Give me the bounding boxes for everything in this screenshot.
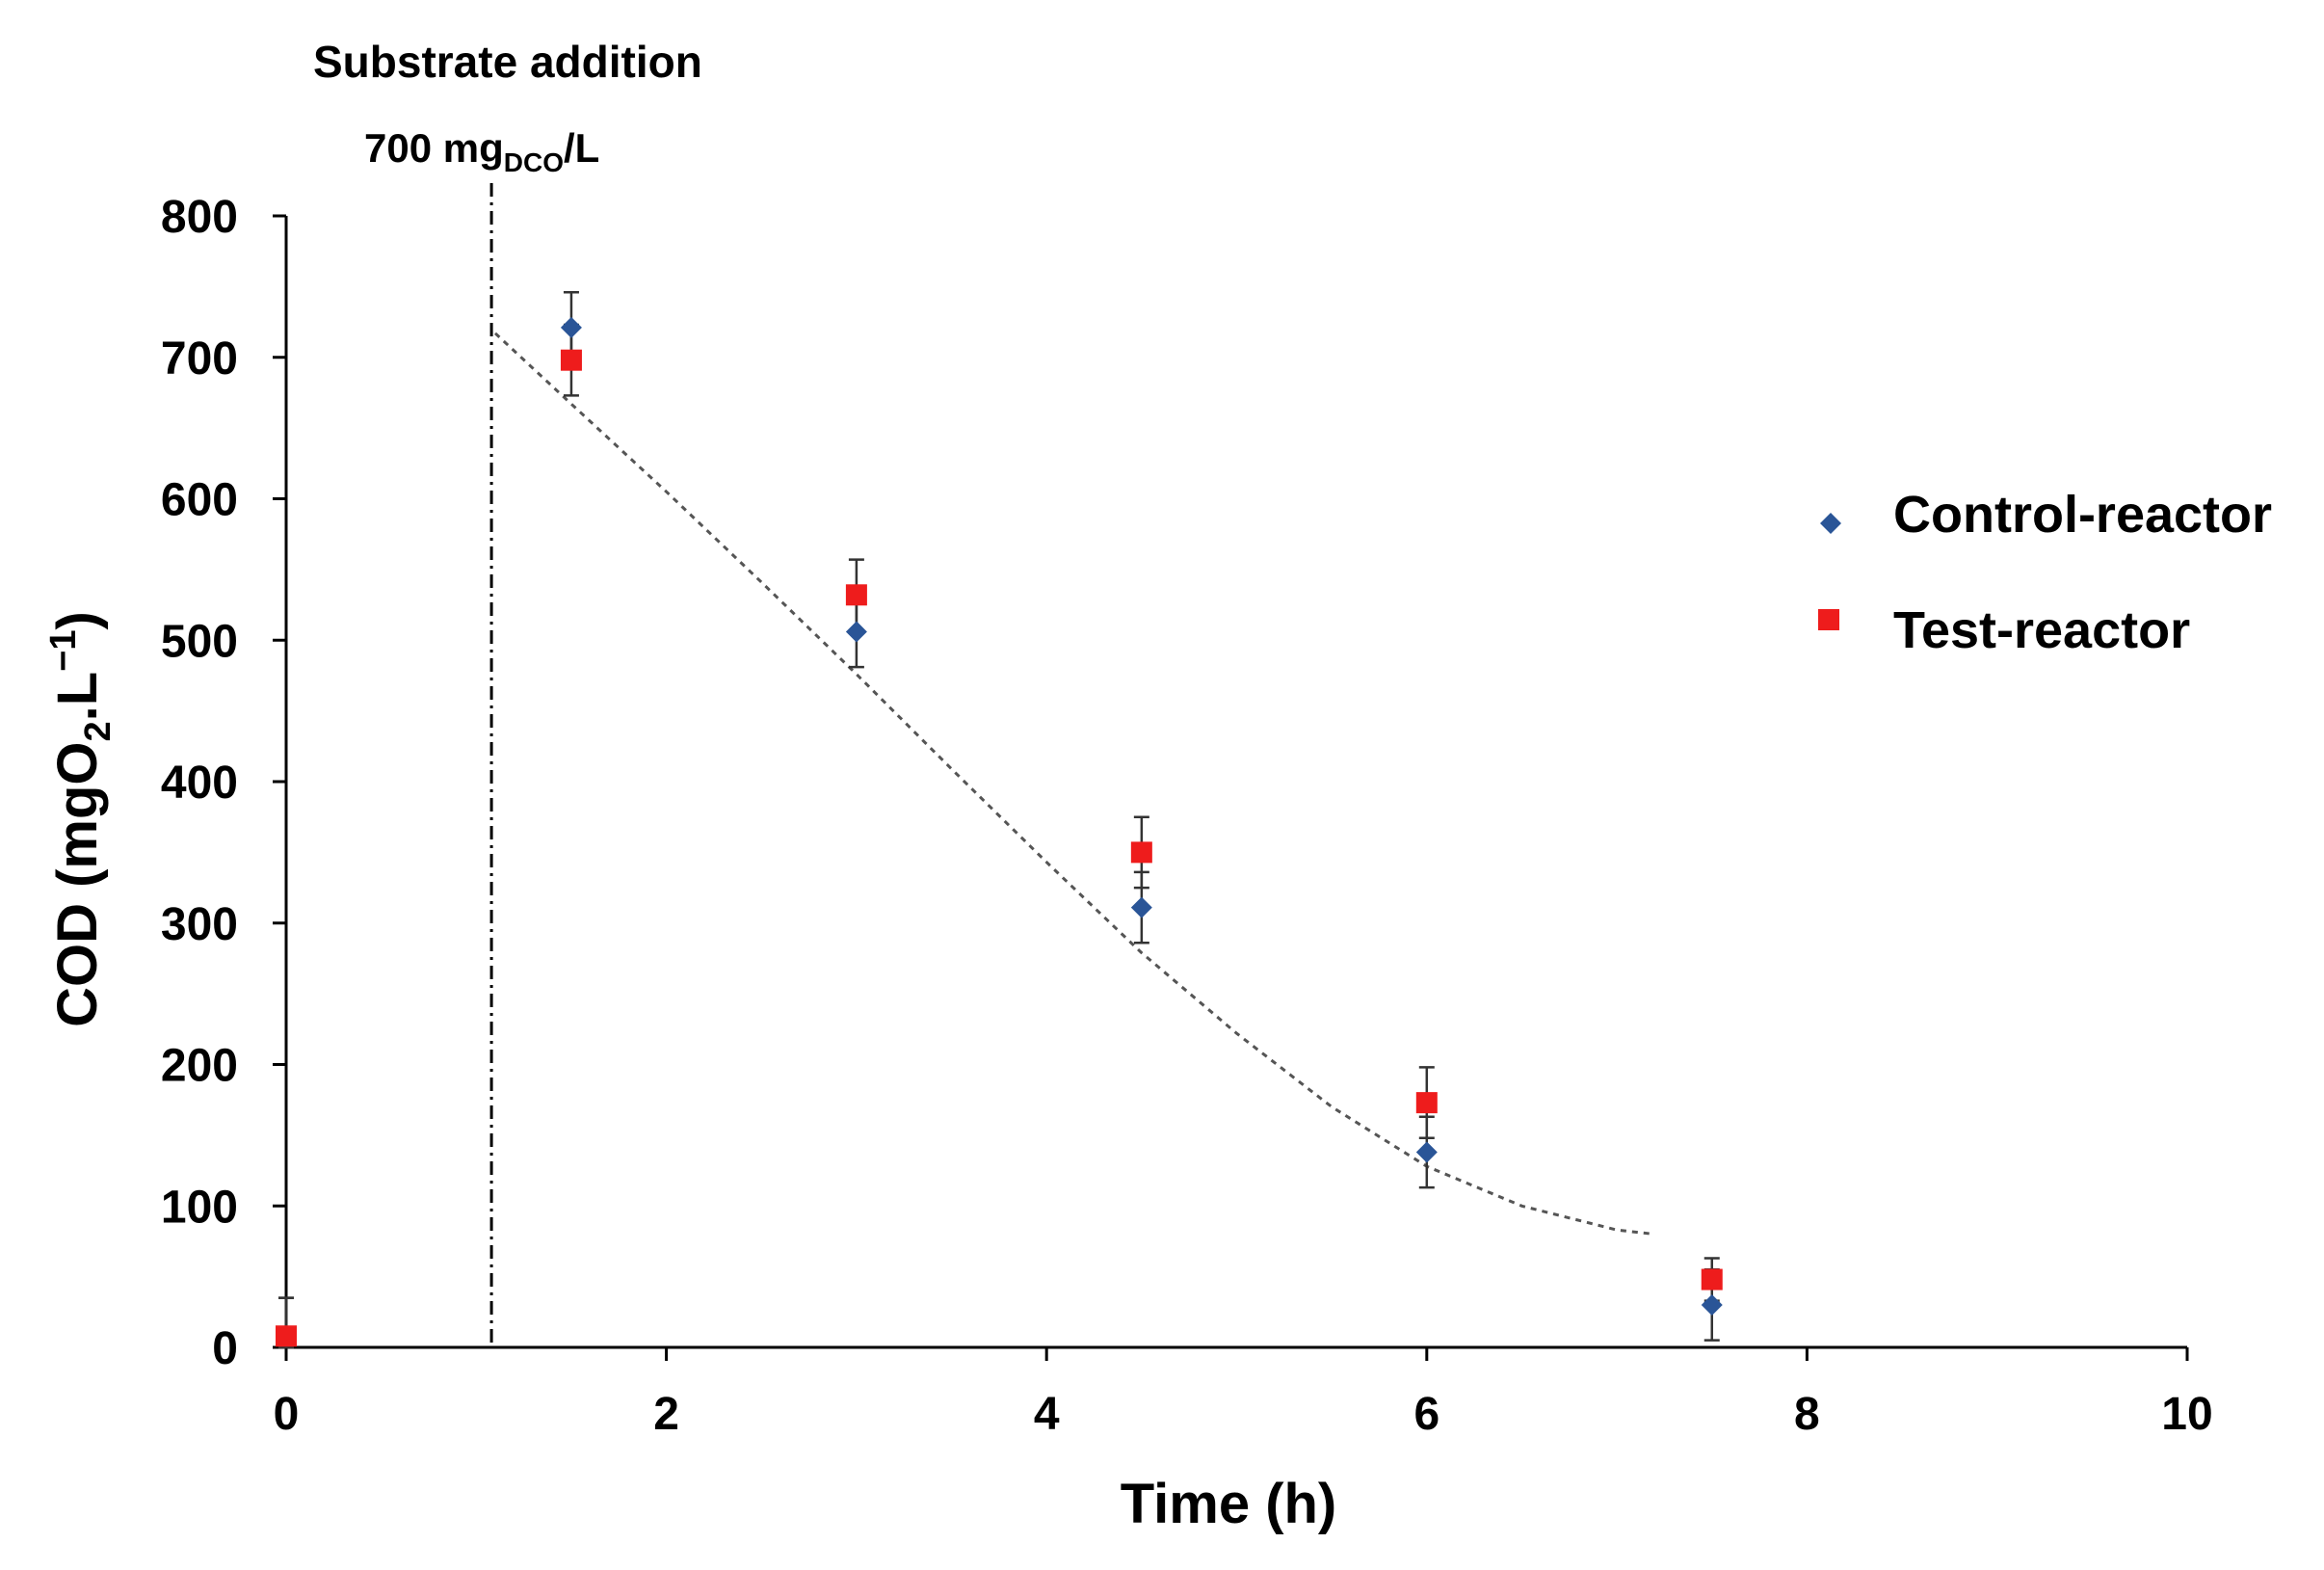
x-tick-label: 2: [653, 1389, 679, 1440]
annotation-dose-value: 700 mg: [364, 125, 504, 171]
y-tick-label: 600: [161, 475, 238, 526]
data-point-control: [560, 316, 582, 338]
y-axis-title-prefix: COD (mgO: [46, 741, 109, 1026]
annotation-dose: 700 mgDCO/L: [364, 125, 599, 177]
x-tick-label: 8: [1794, 1389, 1820, 1440]
data-point-test: [1415, 1092, 1438, 1114]
x-tick-label: 0: [274, 1389, 300, 1440]
y-tick-label: 300: [161, 899, 238, 950]
legend-label-test: Test-reactor: [1893, 601, 2190, 659]
y-axis-title: COD (mgO2.L−1): [43, 611, 119, 1027]
y-tick-label: 200: [161, 1041, 238, 1092]
y-tick-label: 800: [161, 192, 238, 243]
y-tick-label: 400: [161, 758, 238, 809]
legend-label-control: Control-reactor: [1893, 486, 2272, 544]
data-point-control: [845, 621, 867, 643]
x-tick-label: 10: [2161, 1389, 2212, 1440]
data-point-test: [1130, 841, 1152, 864]
data-point-test: [845, 584, 867, 606]
legend-marker-control: [1820, 513, 1841, 534]
data-point-control: [1415, 1141, 1438, 1163]
y-tick-label: 500: [161, 616, 238, 667]
data-marks: [276, 290, 1723, 1349]
axes: 0 100 200 300 400 500 600 700 800 0 2 4 6 8 10: [161, 192, 2213, 1440]
y-axis-title-suffix: ): [46, 611, 109, 629]
data-point-control: [1701, 1293, 1723, 1316]
legend: Control-reactor Test-reactor: [1818, 486, 2272, 659]
y-axis-title-sup: −1: [43, 629, 84, 671]
x-tick-label: 6: [1413, 1389, 1439, 1440]
y-tick-label: 0: [212, 1323, 238, 1374]
x-tick-label: 4: [1034, 1389, 1060, 1440]
x-axis-title: Time (h): [1121, 1473, 1337, 1535]
trendline-path: [493, 332, 1655, 1237]
data-point-control: [1130, 896, 1152, 918]
trendline: [493, 332, 1655, 1237]
annotation-dose-sub: DCO: [504, 147, 564, 177]
y-tick-label: 100: [161, 1182, 238, 1233]
annotation-substrate-addition: Substrate addition: [313, 37, 702, 87]
legend-marker-test: [1818, 609, 1839, 630]
y-tick-label: 700: [161, 333, 238, 385]
data-point-test: [560, 349, 582, 371]
y-axis-title-sub: 2: [78, 721, 119, 741]
annotation-dose-unit: /L: [564, 125, 599, 171]
data-point-test: [1701, 1268, 1723, 1291]
y-axis-title-middle: .L: [46, 672, 109, 722]
data-point-test: [276, 1325, 297, 1347]
